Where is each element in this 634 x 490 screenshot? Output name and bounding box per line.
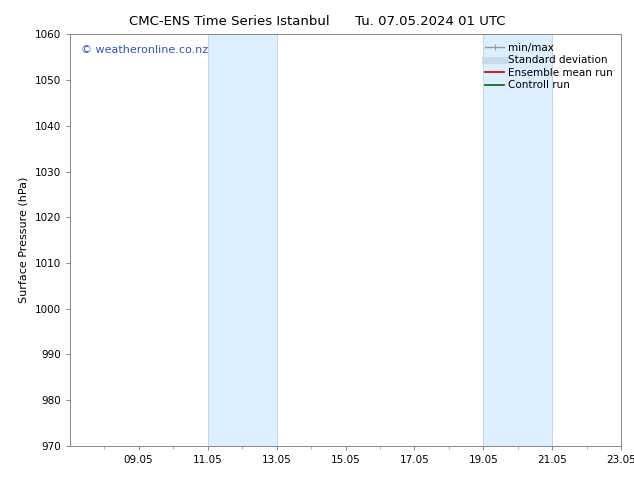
Text: CMC-ENS Time Series Istanbul      Tu. 07.05.2024 01 UTC: CMC-ENS Time Series Istanbul Tu. 07.05.2…	[129, 15, 505, 28]
Legend: min/max, Standard deviation, Ensemble mean run, Controll run: min/max, Standard deviation, Ensemble me…	[482, 40, 616, 94]
Text: © weatheronline.co.nz: © weatheronline.co.nz	[81, 45, 208, 54]
Bar	[207, 34, 276, 446]
Y-axis label: Surface Pressure (hPa): Surface Pressure (hPa)	[19, 177, 29, 303]
Bar	[483, 34, 552, 446]
